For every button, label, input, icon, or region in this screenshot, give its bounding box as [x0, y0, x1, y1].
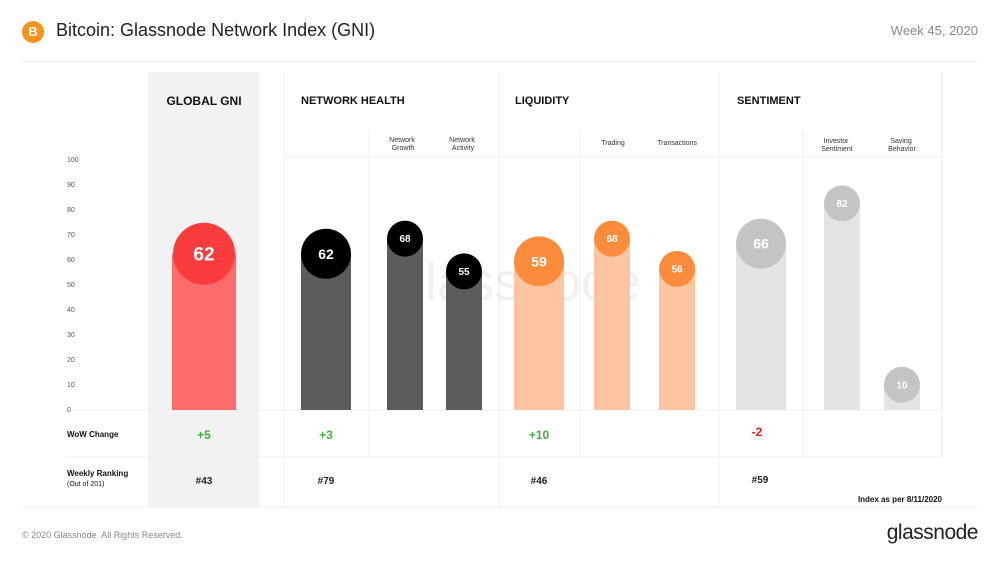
section-title-network-health: NETWORK HEALTH: [301, 95, 405, 107]
bar-value-label-network-activity: 55: [458, 267, 470, 278]
header: B Bitcoin: Glassnode Network Index (GNI)…: [0, 0, 1000, 62]
y-tick-label: 0: [67, 407, 71, 414]
weekly-ranking-label: Weekly Ranking: [67, 469, 128, 478]
subheader-line-1: Network: [389, 137, 415, 144]
subheader-investor-sentiment: Investor Sentiment: [821, 138, 853, 153]
glassnode-brand-logo: glassnode: [886, 521, 979, 544]
subheader-line-2: Growth: [392, 145, 415, 152]
bar-transactions: [659, 268, 695, 410]
subheader-line-2: Activity: [452, 145, 475, 152]
subheader-network-activity: Network Activity: [449, 137, 477, 152]
wow-change-sentiment: -2: [752, 425, 763, 439]
bar-marker-trading: [594, 220, 630, 257]
section-title-global-gni: GLOBAL GNI: [166, 94, 241, 108]
bar-value-label-investor-sentiment: 82: [836, 199, 848, 210]
bar-investor-sentiment: [824, 203, 860, 410]
subheader-network-growth: Network Growth: [389, 137, 417, 152]
week-label: Week 45, 2020: [890, 23, 978, 38]
section-title-sentiment: SENTIMENT: [737, 95, 801, 107]
y-tick-label: 30: [67, 332, 75, 339]
bar-network-growth: [387, 238, 423, 410]
y-axis: 0 10 20 30 40 50 60 70 80 90 100: [67, 157, 79, 414]
weekly-ranking-sublabel: (Out of 201): [67, 481, 104, 488]
index-date-note: Index as per 8/11/2020: [858, 495, 943, 504]
wow-change-label: WoW Change: [67, 430, 119, 439]
bar-marker-sentiment: [736, 218, 786, 269]
wow-change-global: +5: [197, 428, 211, 442]
page-title: Bitcoin: Glassnode Network Index (GNI): [56, 20, 376, 40]
subheader-trading: Trading: [601, 140, 625, 147]
y-tick-label: 20: [67, 357, 75, 364]
subheader-saving-behavior: Saving Behavior: [888, 138, 916, 153]
subheader-line-1: Network: [449, 137, 475, 144]
bar-value-label-network-health: 62: [318, 246, 334, 262]
bar-value-label-liquidity: 59: [531, 253, 547, 269]
y-tick-label: 10: [67, 382, 75, 389]
bar-value-label-saving-behavior: 10: [896, 380, 908, 391]
ranking-network-health: #79: [318, 476, 335, 487]
y-tick-label: 60: [67, 257, 75, 264]
bar-marker-network-growth: [387, 220, 423, 257]
bitcoin-logo-icon: B: [22, 21, 44, 43]
y-tick-label: 80: [67, 207, 75, 214]
ranking-global: #43: [196, 476, 213, 487]
ranking-sentiment: #59: [752, 475, 769, 486]
bar-marker-global-gni: [173, 222, 235, 285]
column-separators: [283, 72, 943, 507]
y-tick-label: 50: [67, 282, 75, 289]
y-tick-label: 90: [67, 182, 75, 189]
y-tick-label: 40: [67, 307, 75, 314]
subheader-transactions: Transactions: [657, 140, 697, 147]
bar-marker-saving-behavior: [884, 366, 920, 403]
bar-value-label-transactions: 56: [671, 264, 683, 275]
bar-value-label-sentiment: 66: [753, 236, 769, 252]
bar-marker-network-health: [301, 228, 351, 279]
header-divider: [22, 61, 978, 62]
y-tick-label: 100: [67, 157, 79, 164]
bar-network-health: [301, 253, 351, 410]
y-tick-label: 70: [67, 232, 75, 239]
bar-marker-network-activity: [446, 253, 482, 290]
subheader-line-2: Sentiment: [821, 146, 853, 153]
bar-value-label-global-gni: 62: [193, 245, 214, 266]
bar-value-label-trading: 68: [606, 234, 618, 245]
bar-sentiment: [736, 243, 786, 410]
bar-network-activity: [446, 271, 482, 410]
bar-marker-transactions: [659, 250, 695, 287]
wow-change-liquidity: +10: [529, 428, 550, 442]
subheader-line-1: Saving: [890, 138, 912, 145]
copyright-text: © 2020 Glassnode. All Rights Reserved.: [22, 530, 183, 540]
bar-trading: [594, 238, 630, 410]
ranking-liquidity: #46: [531, 476, 548, 487]
bar-marker-investor-sentiment: [824, 185, 860, 222]
subheader-line-1: Investor: [824, 138, 850, 145]
wow-change-network-health: +3: [319, 428, 333, 442]
subheader-line-2: Behavior: [888, 146, 916, 153]
bars-group: 62 62 68 55 59 68 56 66 82 10: [172, 185, 920, 410]
section-title-liquidity: LIQUIDITY: [515, 95, 570, 107]
bar-value-label-network-growth: 68: [399, 234, 411, 245]
bar-marker-liquidity: [514, 236, 564, 287]
